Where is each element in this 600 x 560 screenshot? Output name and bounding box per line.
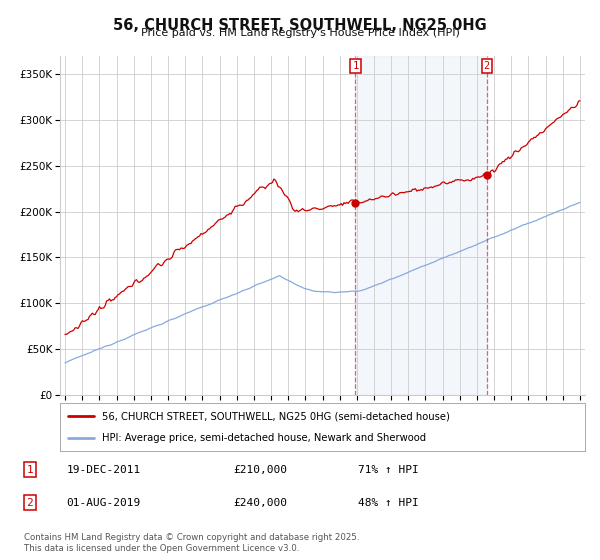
Text: 2: 2 [26, 498, 33, 508]
Text: 01-AUG-2019: 01-AUG-2019 [67, 498, 141, 508]
Text: Contains HM Land Registry data © Crown copyright and database right 2025.
This d: Contains HM Land Registry data © Crown c… [24, 533, 359, 553]
Text: 1: 1 [352, 61, 359, 71]
Text: Price paid vs. HM Land Registry's House Price Index (HPI): Price paid vs. HM Land Registry's House … [140, 28, 460, 38]
Text: 71% ↑ HPI: 71% ↑ HPI [358, 465, 418, 475]
Text: 2: 2 [484, 61, 490, 71]
Bar [355, 56, 487, 395]
Text: £210,000: £210,000 [234, 465, 288, 475]
Text: HPI: Average price, semi-detached house, Newark and Sherwood: HPI: Average price, semi-detached house,… [102, 433, 426, 443]
Text: 19-DEC-2011: 19-DEC-2011 [67, 465, 141, 475]
Text: 1: 1 [26, 465, 33, 475]
Text: 48% ↑ HPI: 48% ↑ HPI [358, 498, 418, 508]
Text: £240,000: £240,000 [234, 498, 288, 508]
Text: 56, CHURCH STREET, SOUTHWELL, NG25 0HG: 56, CHURCH STREET, SOUTHWELL, NG25 0HG [113, 18, 487, 33]
Text: 56, CHURCH STREET, SOUTHWELL, NG25 0HG (semi-detached house): 56, CHURCH STREET, SOUTHWELL, NG25 0HG (… [102, 411, 450, 421]
